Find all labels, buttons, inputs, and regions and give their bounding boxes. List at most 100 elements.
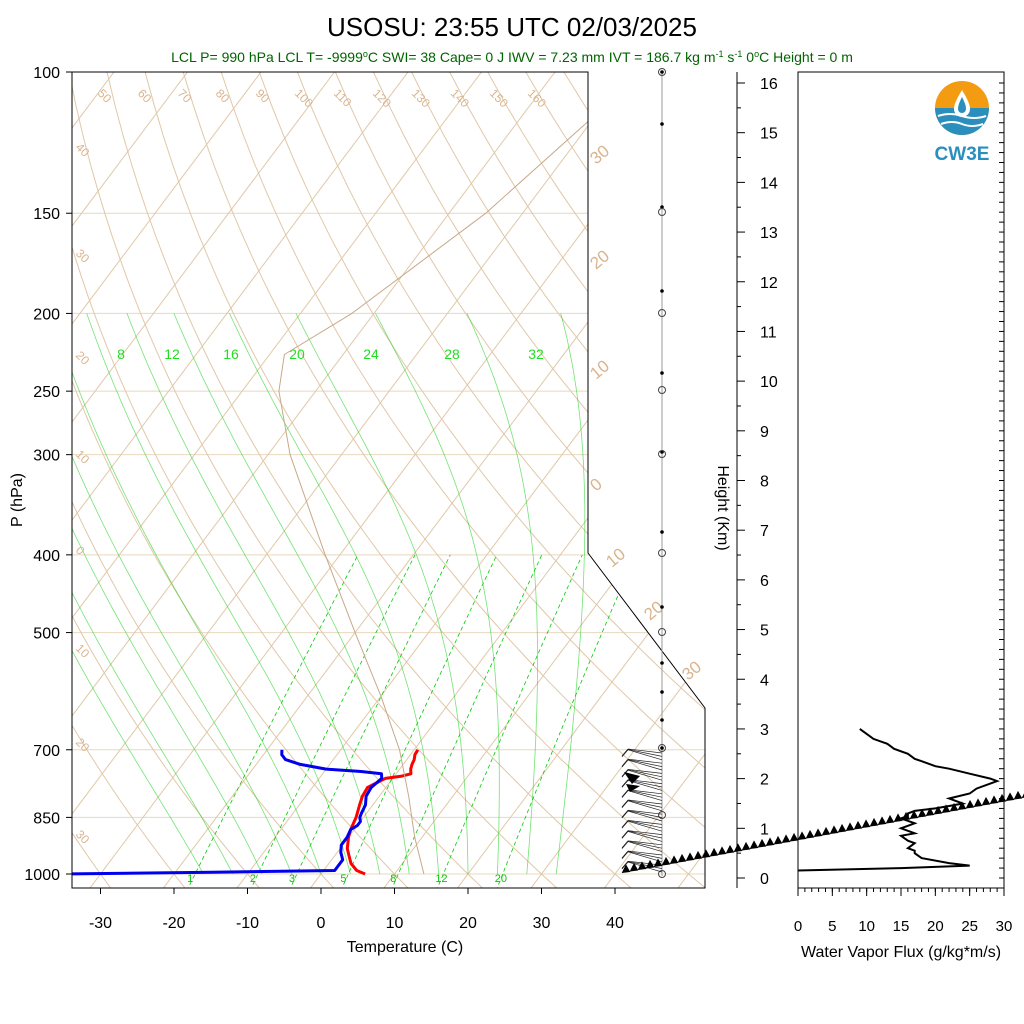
pressure-tick-label: 250 <box>33 384 60 401</box>
dry-adiabat-line <box>72 72 486 888</box>
wind-barb <box>627 841 663 852</box>
dry-adiabat-line <box>334 72 705 888</box>
height-dot <box>660 530 664 534</box>
pressure-tick-label: 300 <box>33 448 60 465</box>
logo-text: CW3E <box>935 144 990 165</box>
pressure-tick-label: 500 <box>33 626 60 643</box>
height-dot <box>660 371 664 375</box>
temperature-tick-label: -10 <box>236 915 259 932</box>
height-dot <box>660 450 664 454</box>
dry-adiabat-label: 120 <box>370 86 394 110</box>
moist-adiabat-label: 32 <box>528 346 544 362</box>
moist-adiabat-line <box>375 313 500 875</box>
wind-barb <box>627 831 663 842</box>
height-tick-label: 2 <box>760 772 769 789</box>
wind-barb <box>621 799 629 808</box>
dry-adiabat-line <box>601 72 705 888</box>
wind-barb <box>627 799 663 805</box>
wind-barb <box>621 789 629 798</box>
wind-barb <box>627 820 663 825</box>
wind-barb <box>627 810 663 818</box>
height-circle <box>658 68 666 76</box>
wind-barb <box>627 748 663 754</box>
wind-barb <box>621 748 629 757</box>
isotherm-line <box>72 72 335 888</box>
moist-adiabat-line <box>72 313 322 875</box>
height-circle <box>658 450 666 458</box>
isotherm-label: 10 <box>73 447 93 467</box>
mixing-ratio-line <box>288 554 451 888</box>
dry-adiabat-line <box>72 72 337 888</box>
height-tick-label: 15 <box>760 126 778 143</box>
isotherm-line <box>72 72 188 888</box>
pressure-axis-label: P (hPa) <box>9 473 26 527</box>
height-circle <box>658 309 666 317</box>
height-tick-label: 11 <box>760 324 777 341</box>
isotherm-line <box>307 72 705 888</box>
temperature-tick-label: 0 <box>317 915 326 932</box>
wind-barb <box>627 789 663 795</box>
dry-adiabat-label: 110 <box>331 86 355 110</box>
wind-barb <box>627 769 663 781</box>
wind-flag-row <box>621 790 1024 874</box>
isotherm-line <box>72 72 409 888</box>
wind-barb <box>627 851 663 863</box>
moist-adiabat-label: 20 <box>289 346 305 362</box>
height-tick-label: 1 <box>760 821 769 838</box>
moist-adiabat-line <box>229 313 439 875</box>
isotherm-line <box>72 72 556 888</box>
mixing-ratio-line <box>390 554 543 888</box>
temperature-line <box>345 749 420 876</box>
height-tick-label: 0 <box>760 871 769 888</box>
moist-adiabat-line <box>126 313 381 875</box>
isotherm-line <box>749 72 1024 891</box>
mixing-ratio-label: 12 <box>435 873 447 885</box>
skewt-frame <box>71 71 706 889</box>
flux-tick-label: 20 <box>927 918 944 935</box>
temperature-tick-label: -20 <box>162 915 185 932</box>
wind-flag <box>626 784 640 792</box>
wind-barb <box>627 830 663 835</box>
height-circle <box>658 870 666 878</box>
dry-adiabat-label: 80 <box>213 86 233 106</box>
flux-tick-label: 15 <box>893 918 910 935</box>
isotherm-label: 30 <box>678 657 705 684</box>
moist-adiabat-label: 28 <box>444 346 460 362</box>
water-drop-sun-icon <box>935 81 989 135</box>
dry-adiabat-line <box>639 72 705 888</box>
height-tick-label: 6 <box>760 573 769 590</box>
temperature-axis: -30 -20 -10 0 10 20 30 40 <box>89 888 624 932</box>
height-tick-label: 8 <box>760 474 769 491</box>
dry-adiabat-line <box>563 72 705 888</box>
moist-adiabat-line <box>295 313 469 874</box>
dry-adiabat-line <box>220 72 705 888</box>
wind-barb <box>627 820 663 829</box>
isotherm-line <box>160 72 705 888</box>
chart-subtitle: LCL P= 990 hPa LCL T= -9999oC SWI= 38 Ca… <box>171 49 853 65</box>
wind-barb <box>627 810 663 822</box>
chart-title: USOSU: 23:55 UTC 02/03/2025 <box>327 12 697 42</box>
pressure-tick-label: 400 <box>33 548 60 565</box>
flux-tick-label: 25 <box>961 918 978 935</box>
isotherm-label: 10 <box>602 544 629 571</box>
moist-adiabat-label: 24 <box>363 346 379 362</box>
isotherm-label: 20 <box>586 246 613 273</box>
dry-adiabat-line <box>373 72 705 888</box>
moist-adiabat-line <box>72 313 204 875</box>
temperature-tick-label: 30 <box>533 915 551 932</box>
isotherm-label: 30 <box>73 246 93 266</box>
temperature-tick-label: 40 <box>606 915 624 932</box>
pressure-tick-label: 150 <box>33 206 60 223</box>
flux-series <box>797 728 1000 872</box>
height-dot <box>660 122 664 126</box>
wind-barb <box>627 851 663 859</box>
isotherm-line <box>381 72 705 888</box>
mixing-ratio-label: 8 <box>390 873 396 885</box>
height-tick-label: 4 <box>760 672 769 689</box>
height-dot <box>660 205 664 209</box>
flux-tick-label: 30 <box>996 918 1013 935</box>
wind-barb <box>627 789 663 798</box>
wind-barb <box>627 800 663 808</box>
